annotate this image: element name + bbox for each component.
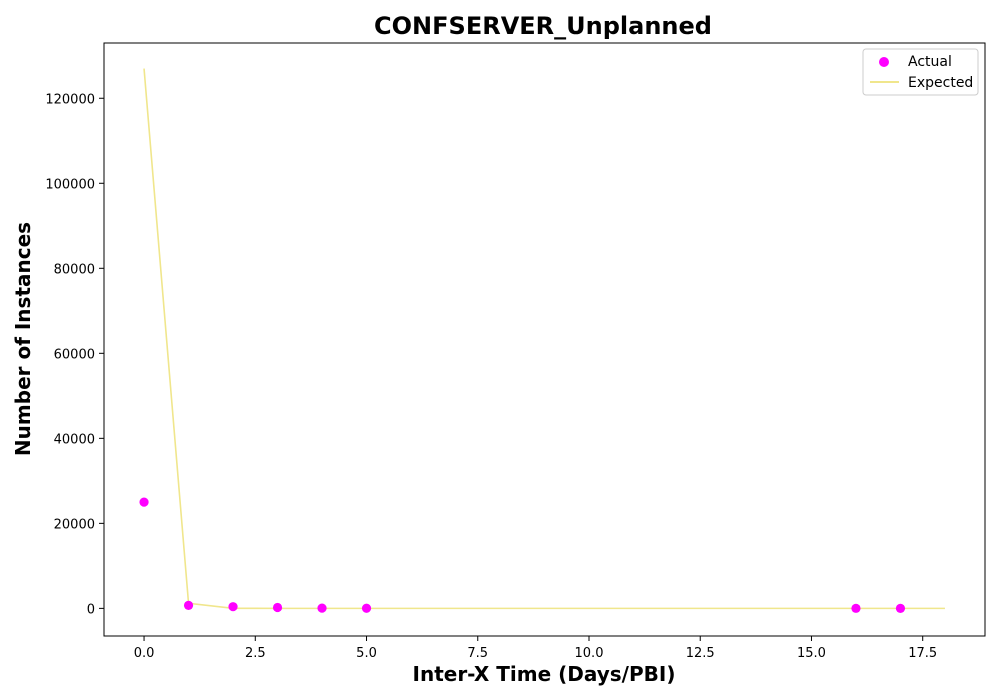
- y-tick-label: 120000: [45, 92, 95, 107]
- y-tick-label: 40000: [54, 432, 95, 447]
- y-tick-label: 20000: [54, 517, 95, 532]
- y-tick-label: 80000: [54, 262, 95, 277]
- actual-point: [851, 603, 861, 613]
- legend-actual-marker: [879, 57, 889, 67]
- x-tick-label: 10.0: [575, 646, 604, 661]
- plot-area: [103, 42, 986, 637]
- actual-point: [317, 603, 327, 613]
- y-tick-label: 100000: [45, 177, 95, 192]
- x-tick-label: 17.5: [908, 646, 937, 661]
- expected-series: [143, 68, 945, 610]
- actual-point: [139, 497, 149, 507]
- expected-line: [143, 68, 945, 610]
- legend-expected-label: Expected: [908, 75, 973, 91]
- y-tick-label: 0: [87, 602, 95, 617]
- x-axis-title: Inter-X Time (Days/PBI): [413, 662, 676, 686]
- x-axis: 0.0 2.5 5.0 7.5 10.0 12.5 15.0 17.5: [134, 636, 937, 661]
- x-tick-label: 5.0: [356, 646, 377, 661]
- x-tick-label: 0.0: [134, 646, 155, 661]
- y-axis-title: Number of Instances: [11, 222, 35, 456]
- actual-series: [139, 497, 906, 613]
- actual-point: [228, 602, 238, 612]
- actual-point: [895, 603, 906, 613]
- actual-point: [183, 600, 194, 610]
- x-tick-label: 2.5: [245, 646, 266, 661]
- x-tick-label: 7.5: [467, 646, 488, 661]
- actual-point: [272, 602, 283, 613]
- actual-point: [361, 603, 372, 613]
- legend: Actual Expected: [862, 48, 979, 96]
- chart-title: CONFSERVER_Unplanned: [374, 12, 712, 40]
- y-tick-label: 60000: [54, 347, 95, 362]
- x-tick-label: 12.5: [686, 646, 715, 661]
- y-axis: 0 20000 40000 60000 80000 100000 120000: [45, 92, 104, 617]
- legend-box: [862, 48, 979, 96]
- legend-actual-label: Actual: [908, 54, 952, 70]
- x-tick-label: 15.0: [797, 646, 826, 661]
- plot-frame: [103, 42, 986, 637]
